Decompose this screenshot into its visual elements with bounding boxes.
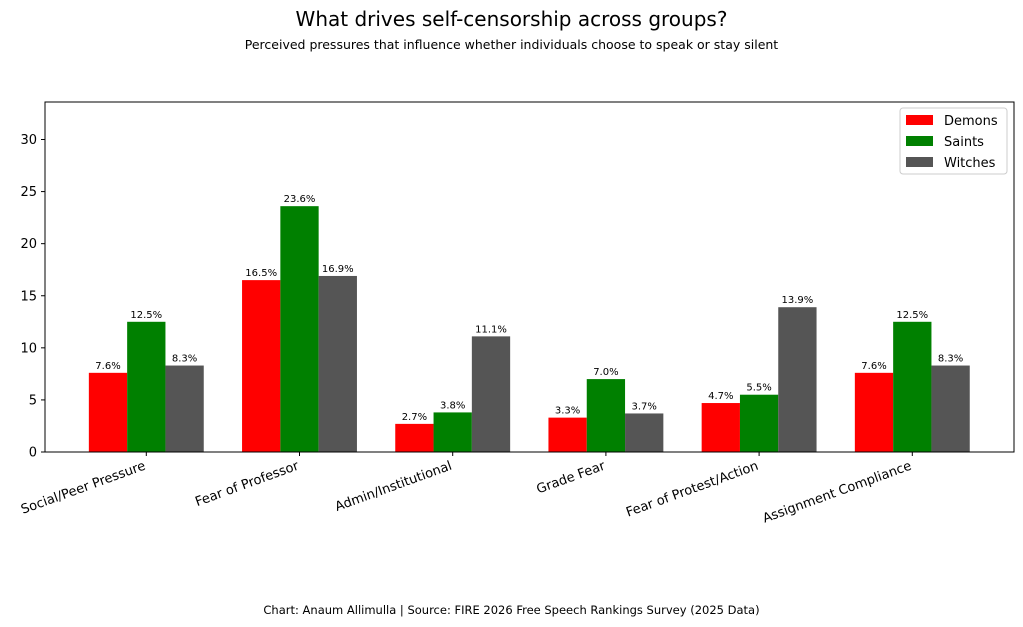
data-label-demons-0: 7.6% xyxy=(95,361,120,372)
data-label-witches-4: 13.9% xyxy=(782,295,814,306)
bar-demons-2 xyxy=(395,423,434,452)
plot-frame xyxy=(44,101,1015,453)
legend-label-witches: Witches xyxy=(944,156,996,171)
x-tick-label: Fear of Professor xyxy=(193,458,301,510)
bar-demons-4 xyxy=(701,403,740,452)
y-tick-label: 0 xyxy=(29,446,37,461)
x-tick-label: Assignment Compliance xyxy=(761,459,914,527)
chart-footer: Chart: Anaum Allimulla | Source: FIRE 20… xyxy=(263,603,760,617)
data-label-saints-3: 7.0% xyxy=(593,367,618,378)
data-label-saints-5: 12.5% xyxy=(896,310,928,321)
data-label-demons-4: 4.7% xyxy=(708,391,733,402)
data-label-witches-0: 8.3% xyxy=(172,354,197,365)
bar-witches-4 xyxy=(778,307,817,452)
legend-label-saints: Saints xyxy=(944,135,984,150)
legend-swatch-witches xyxy=(906,157,933,167)
bar-witches-1 xyxy=(318,275,357,452)
bar-saints-4 xyxy=(739,394,779,452)
data-label-demons-2: 2.7% xyxy=(402,412,427,423)
bar-demons-1 xyxy=(242,280,281,452)
data-label-witches-2: 11.1% xyxy=(475,324,507,335)
bar-saints-3 xyxy=(586,379,626,452)
bar-witches-5 xyxy=(931,365,970,452)
data-label-witches-3: 3.7% xyxy=(631,401,656,412)
data-label-saints-0: 12.5% xyxy=(130,310,162,321)
data-label-demons-5: 7.6% xyxy=(861,361,886,372)
x-tick-label: Admin/Institutional xyxy=(333,459,454,515)
bar-demons-3 xyxy=(548,417,587,452)
x-tick-label: Fear of Protest/Action xyxy=(624,459,760,521)
y-tick-label: 30 xyxy=(20,133,37,148)
data-label-demons-3: 3.3% xyxy=(555,406,580,417)
y-tick-label: 5 xyxy=(29,393,37,408)
chart-subtitle: Perceived pressures that influence wheth… xyxy=(244,37,779,52)
bar-witches-2 xyxy=(471,336,511,452)
y-tick-label: 25 xyxy=(20,185,37,200)
data-label-witches-5: 8.3% xyxy=(938,354,963,365)
legend-swatch-saints xyxy=(906,136,933,146)
data-label-saints-4: 5.5% xyxy=(746,383,771,394)
bar-witches-0 xyxy=(165,365,204,452)
legend-label-demons: Demons xyxy=(944,114,998,129)
bar-demons-0 xyxy=(88,372,128,452)
data-label-saints-2: 3.8% xyxy=(440,400,465,411)
y-tick-label: 15 xyxy=(20,289,37,304)
data-label-saints-1: 23.6% xyxy=(284,194,316,205)
data-label-witches-1: 16.9% xyxy=(322,264,354,275)
bar-saints-2 xyxy=(433,412,472,452)
bar-witches-3 xyxy=(625,413,664,452)
bar-demons-5 xyxy=(854,372,894,452)
bar-saints-0 xyxy=(127,321,166,452)
y-tick-label: 20 xyxy=(20,237,37,252)
legend-swatch-demons xyxy=(906,115,933,125)
x-tick-label: Grade Fear xyxy=(535,458,608,497)
x-tick-label: Social/Peer Pressure xyxy=(19,459,148,518)
y-tick-label: 10 xyxy=(20,341,37,356)
chart-title: What drives self-censorship across group… xyxy=(295,7,728,31)
data-label-demons-1: 16.5% xyxy=(245,268,277,279)
bar-saints-5 xyxy=(893,321,932,452)
bar-saints-1 xyxy=(280,206,319,452)
